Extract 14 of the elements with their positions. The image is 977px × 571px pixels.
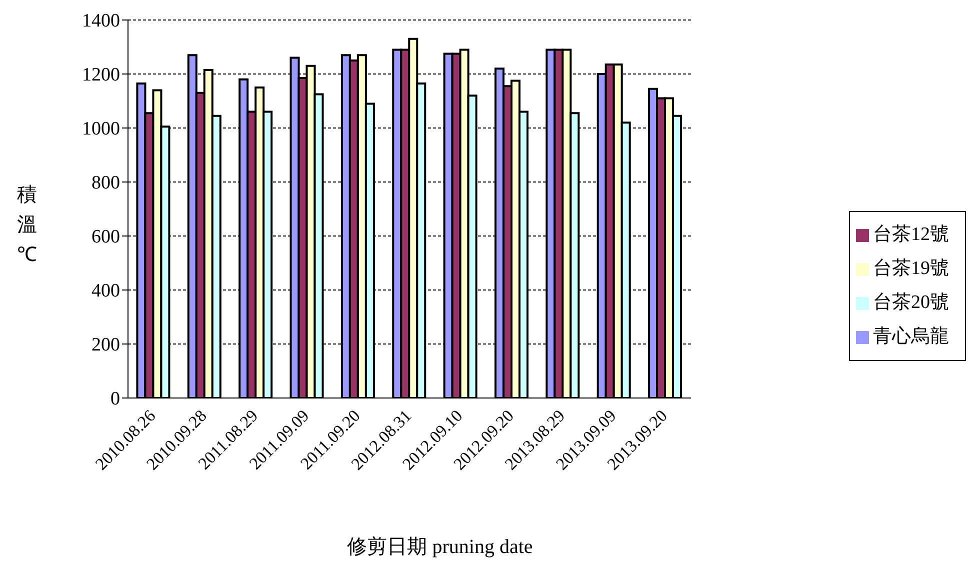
y-tick-label: 1200 — [82, 64, 120, 86]
legend-label: 台茶20號 — [873, 292, 949, 312]
legend-label: 台茶19號 — [873, 258, 949, 278]
x-axis-title: 修剪日期 pruning date — [346, 535, 534, 560]
y-tick-label: 1000 — [82, 118, 120, 140]
legend-label: 青心烏龍 — [873, 326, 949, 346]
legend-label: 台茶12號 — [873, 224, 949, 244]
y-tick-label: 400 — [92, 280, 120, 302]
y-tick-label: 800 — [92, 172, 120, 194]
y-tick-label: 0 — [110, 388, 120, 410]
y-tick-label: 1400 — [82, 10, 120, 32]
y-tick-label: 600 — [92, 226, 120, 248]
y-axis-title: 積溫℃ — [16, 183, 38, 268]
y-tick-label: 200 — [92, 334, 120, 356]
